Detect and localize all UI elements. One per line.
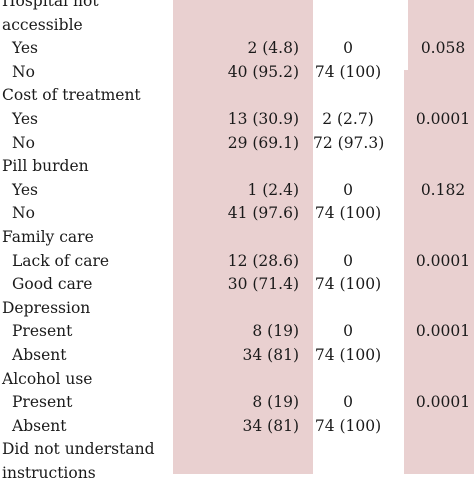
row-label: No [12,62,35,81]
row-label: Present [12,322,73,341]
row-label: Yes [12,39,39,58]
group1-value: 13 (30.9) [227,109,299,128]
group1-value: 40 (95.2) [227,62,299,81]
group2-value: 74 (100) [314,204,382,223]
table-row: Present 8 (19) 0 0.0001 [0,391,474,415]
group2-value: 74 (100) [314,62,382,81]
group1-value: 29 (69.1) [227,133,299,152]
table-row: Present 8 (19) 0 0.0001 [0,320,474,344]
table-row: Absent 34 (81) 74 (100) [0,344,474,368]
table-row: instructions [0,462,474,485]
band-notch [404,0,408,70]
row-label: Yes [12,180,39,199]
group2-value: 72 (97.3) [313,133,385,152]
table-row: Yes 2 (4.8) 0 0.058 [0,37,474,61]
group1-value: 2 (4.8) [247,39,299,58]
table-row: No 40 (95.2) 74 (100) [0,61,474,85]
table-row: Family care [0,226,474,250]
table-row: Lack of care 12 (28.6) 0 0.0001 [0,250,474,274]
table-row: Yes 13 (30.9) 2 (2.7) 0.0001 [0,108,474,132]
table-row: Pill burden [0,155,474,179]
table-row: No 41 (97.6) 74 (100) [0,202,474,226]
row-label: instructions [2,463,96,482]
group2-value: 0 [343,251,353,270]
table-row: accessible [0,14,474,38]
row-label: Hospital not [2,0,99,10]
row-label: Depression [2,298,91,317]
row-label: Cost of treatment [2,86,141,105]
table-row: Cost of treatment [0,84,474,108]
p-value: 0.0001 [415,251,471,270]
row-label: Lack of care [12,251,110,270]
group1-value: 1 (2.4) [247,180,299,199]
row-label: No [12,133,35,152]
row-label: Alcohol use [2,369,93,388]
group2-value: 74 (100) [314,416,382,435]
table-row: Absent 34 (81) 74 (100) [0,415,474,439]
group1-value: 12 (28.6) [227,251,299,270]
group1-column-highlight [173,0,313,474]
group1-value: 8 (19) [252,393,299,412]
group2-value: 0 [343,180,353,199]
p-value: 0.0001 [415,393,471,412]
row-label: Absent [12,345,67,364]
row-label: accessible [2,15,83,34]
table-row: Alcohol use [0,368,474,392]
row-label: Absent [12,416,67,435]
row-label: Good care [12,275,93,294]
group2-value: 0 [343,393,353,412]
p-value: 0.182 [420,180,466,199]
p-value: 0.058 [420,39,466,58]
p-value: 0.0001 [415,109,471,128]
pvalue-column-highlight [404,0,474,474]
row-label: Pill burden [2,157,89,176]
table-row: Did not understand [0,438,474,462]
group1-value: 34 (81) [242,345,299,364]
row-label: Did not understand [2,440,155,459]
table-row: Hospital not [0,0,474,14]
row-label: No [12,204,35,223]
row-label: Present [12,393,73,412]
group1-value: 41 (97.6) [227,204,299,223]
group2-value: 2 (2.7) [322,109,374,128]
row-label: Family care [2,227,94,246]
table-row: Yes 1 (2.4) 0 0.182 [0,179,474,203]
table-row: No 29 (69.1) 72 (97.3) [0,132,474,156]
group2-value: 0 [343,39,353,58]
group2-value: 74 (100) [314,345,382,364]
group2-value: 74 (100) [314,275,382,294]
p-value: 0.0001 [415,322,471,341]
group2-value: 0 [343,322,353,341]
group1-value: 34 (81) [242,416,299,435]
table-row: Good care 30 (71.4) 74 (100) [0,273,474,297]
table-row: Depression [0,297,474,321]
group1-value: 30 (71.4) [227,275,299,294]
group1-value: 8 (19) [252,322,299,341]
row-label: Yes [12,109,39,128]
